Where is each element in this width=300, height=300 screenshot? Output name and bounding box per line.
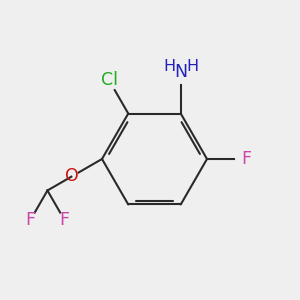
Text: N: N [174,62,187,80]
Text: F: F [25,212,35,230]
Text: O: O [65,167,79,185]
Text: Cl: Cl [100,71,118,89]
Text: F: F [60,212,70,230]
Text: H: H [186,58,198,74]
Text: H: H [163,58,176,74]
Text: F: F [242,150,251,168]
